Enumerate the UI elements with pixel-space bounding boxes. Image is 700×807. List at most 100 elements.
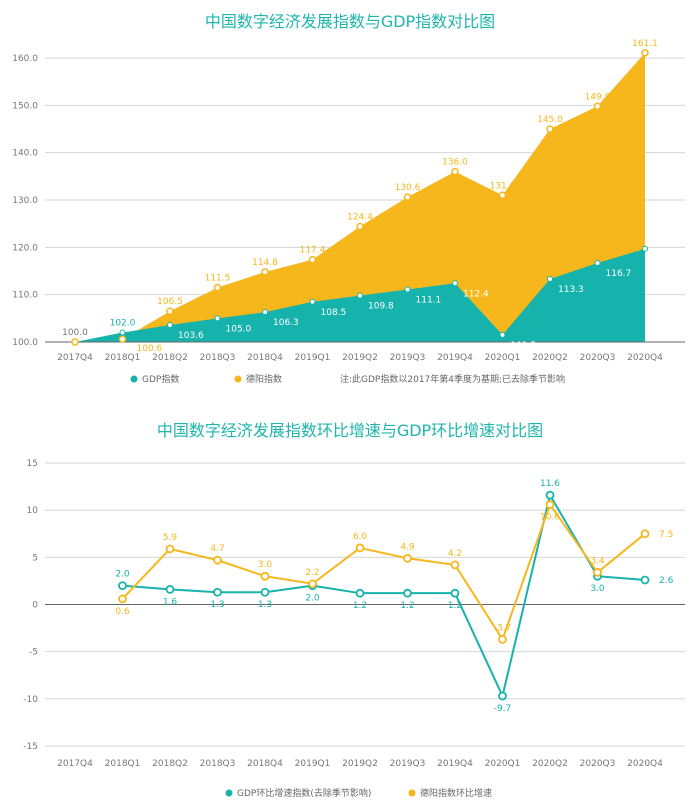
- gdp-point: [357, 292, 363, 299]
- deyang-growth-data-label: 5.9: [163, 533, 178, 543]
- deyang-data-label: 100.6: [137, 344, 163, 354]
- x-tick-label: 2019Q3: [390, 353, 426, 363]
- gdp-point: [119, 329, 126, 336]
- deyang-point: [118, 335, 127, 343]
- deyang-growth-point: [498, 634, 507, 644]
- y-tick-label: 5: [32, 553, 38, 563]
- gdp-point: [547, 276, 553, 283]
- x-tick-label: 2018Q4: [247, 353, 283, 363]
- gdp-point: [642, 245, 648, 252]
- y-tick-label: 150.0: [12, 101, 38, 111]
- deyang-growth-data-label: 4.9: [400, 542, 415, 552]
- gdp-point: [499, 331, 506, 338]
- legend-deyang-growth-marker: [408, 789, 416, 797]
- y-tick-label: 120.0: [12, 243, 38, 253]
- y-tick-label: 15: [27, 459, 38, 469]
- x-tick-label: 2019Q1: [295, 353, 331, 363]
- x-tick-label: 2020Q4: [627, 353, 663, 363]
- deyang-growth-point: [355, 543, 365, 553]
- deyang-data-label: 130.6: [395, 183, 421, 193]
- x-tick-label: 2020Q1: [485, 353, 521, 363]
- y-tick-label: 160.0: [12, 54, 38, 64]
- gdp-data-label: 105.0: [226, 324, 252, 334]
- x-tick-label: 2019Q4: [437, 759, 473, 769]
- gdp-data-label: 116.7: [606, 269, 632, 279]
- deyang-data-label: 106.5: [157, 297, 183, 307]
- gdp-growth-data-label: 1.6: [163, 597, 178, 607]
- y-tick-label: 110.0: [12, 291, 38, 301]
- deyang-growth-point: [260, 571, 270, 581]
- x-tick-label: 2017Q4: [57, 759, 93, 769]
- gdp-point: [262, 309, 268, 316]
- gdp-growth-data-label: 1.2: [353, 601, 367, 611]
- x-tick-label: 2019Q2: [342, 759, 378, 769]
- deyang-growth-point: [118, 594, 127, 604]
- legend-gdp-label: GDP指数: [142, 373, 179, 385]
- deyang-point: [356, 222, 364, 231]
- gdp-data-label: 113.3: [558, 285, 584, 295]
- gdp-growth-line: [122, 492, 646, 700]
- gdp-point: [452, 280, 458, 287]
- chart1: 100.0 110.0 120.0 130.0 140.0 150.0 160.0 2017Q…: [12, 39, 685, 363]
- legend-gdp-growth-label: GDP环比增速指数(去除季节影响): [237, 787, 371, 799]
- chart2: -15 -10 -5 0 5 10 15 2017Q4 2018Q1 2018Q2 2018Q3 20…: [23, 459, 685, 769]
- deyang-area: [75, 52, 645, 343]
- deyang-growth-point: [640, 529, 650, 539]
- legend-gdp-growth-marker: [225, 789, 233, 797]
- x-tick-label: 2018Q2: [152, 759, 188, 769]
- gdp-data-label: 112.4: [463, 289, 489, 299]
- gdp-growth-data-label: 11.6: [540, 479, 560, 489]
- gdp-growth-point: [260, 587, 270, 597]
- gdp-growth-data-label: -9.7: [494, 704, 512, 714]
- y-tick-label: 130.0: [12, 196, 38, 206]
- deyang-data-label: 124.4: [347, 213, 373, 223]
- deyang-growth-data-label: 2.2: [305, 568, 319, 578]
- gdp-point: [167, 321, 173, 328]
- deyang-growth-data-label: 4.7: [210, 544, 224, 554]
- y-tick-label: -5: [29, 648, 38, 658]
- x-tick-label: 2018Q1: [105, 353, 141, 363]
- deyang-point: [546, 125, 554, 133]
- deyang-point: [403, 193, 412, 201]
- deyang-growth-data-label: 3.0: [258, 560, 273, 570]
- deyang-growth-point: [450, 560, 460, 570]
- x-tick-label: 2018Q4: [247, 759, 283, 769]
- gdp-point: [214, 315, 221, 322]
- x-tick-label: 2019Q4: [437, 353, 473, 363]
- x-tick-label: 2019Q1: [295, 759, 331, 769]
- deyang-point: [166, 307, 174, 315]
- gdp-growth-point: [403, 588, 412, 598]
- deyang-growth-point: [403, 553, 412, 563]
- deyang-data-label: 117.4: [300, 246, 326, 256]
- deyang-point: [213, 283, 222, 292]
- x-tick-label: 2018Q3: [200, 759, 236, 769]
- gdp-growth-data-label: 1.2: [448, 601, 462, 611]
- gdp-data-label: 108.5: [321, 308, 347, 318]
- chart2-legend: GDP环比增速指数(去除季节影响) 德阳指数环比增速: [225, 787, 492, 799]
- deyang-growth-point: [308, 579, 317, 589]
- y-tick-label: 140.0: [12, 149, 38, 159]
- deyang-growth-data-label: 4.2: [448, 549, 462, 559]
- gdp-growth-data-label: 2.0: [115, 570, 130, 580]
- x-tick-label: 2020Q3: [580, 759, 616, 769]
- deyang-data-label: 149.8: [585, 92, 611, 102]
- gdp-data-label: 102.0: [110, 319, 136, 329]
- x-tick-label: 2017Q4: [57, 353, 93, 363]
- deyang-growth-data-label: 0.6: [115, 607, 130, 617]
- deyang-growth-data-label: 6.0: [353, 532, 368, 542]
- x-tick-label: 2018Q1: [105, 759, 141, 769]
- deyang-point: [451, 167, 459, 176]
- deyang-point: [71, 338, 79, 346]
- deyang-growth-point: [593, 568, 602, 577]
- gdp-growth-point: [545, 490, 555, 500]
- gdp-growth-point: [118, 581, 127, 591]
- deyang-growth-point: [545, 500, 555, 509]
- x-tick-label: 2020Q3: [580, 353, 616, 363]
- gdp-growth-data-label: 3.0: [590, 584, 605, 594]
- deyang-growth-data-label: 10.6: [540, 513, 560, 523]
- chart1-title: 中国数字经济发展指数与GDP指数对比图: [205, 12, 495, 31]
- gdp-data-label: 109.8: [368, 302, 394, 312]
- gdp-growth-data-label: 2.0: [305, 594, 320, 604]
- y-tick-label: -10: [23, 695, 38, 705]
